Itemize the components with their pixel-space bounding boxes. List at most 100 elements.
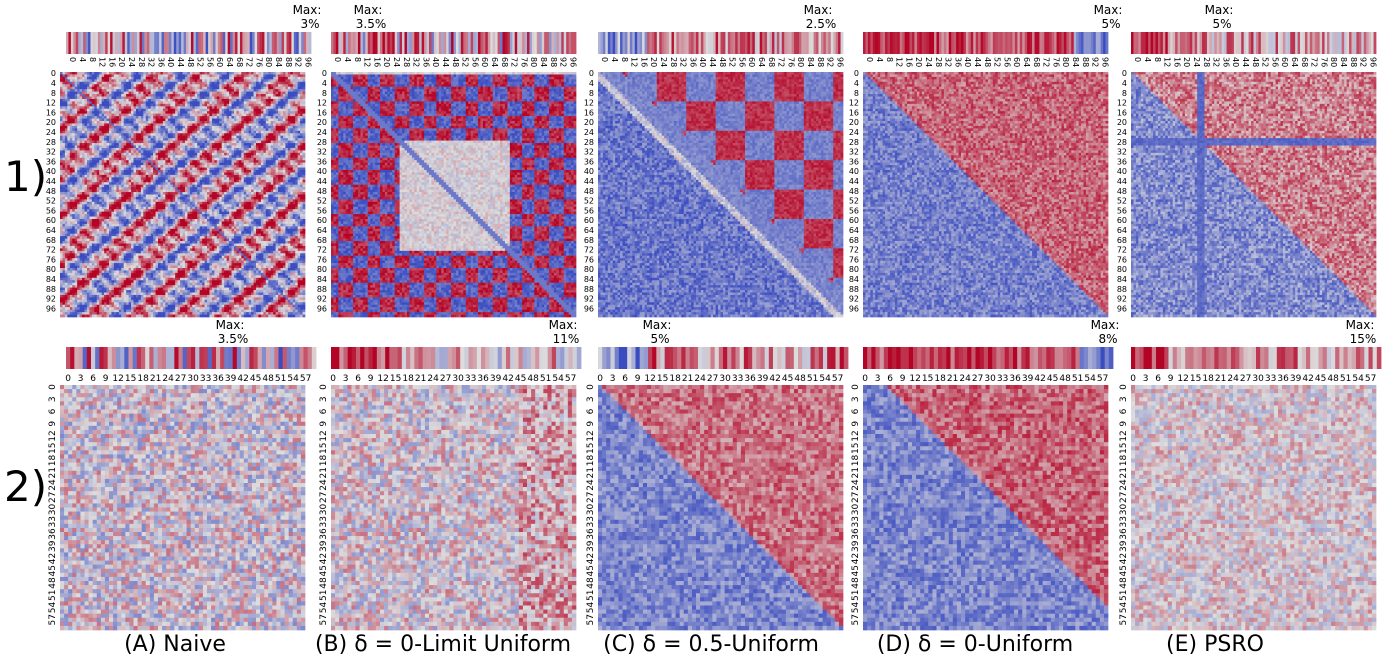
heatmap-cell [224,111,227,114]
heatmap-cell [148,89,151,92]
heatmap-cell [246,92,249,95]
bar-cell [81,32,84,54]
heatmap-cell [219,92,222,95]
heatmap-cell [303,111,306,114]
heatmap-cell [300,104,303,107]
heatmap-cell [209,92,212,95]
heatmap-cell [85,82,88,85]
heatmap-cell [168,111,171,114]
heatmap-cell [227,74,230,77]
heatmap-cell [109,72,112,75]
heatmap-cell [178,74,181,77]
heatmap-cell [285,77,288,80]
heatmap-cell [241,77,244,80]
bar-cell [171,32,174,54]
heatmap-cell [283,82,286,85]
heatmap-cell [153,82,156,85]
heatmap-cell [293,99,296,102]
heatmap-cell [173,101,176,104]
heatmap-cell [163,109,166,112]
heatmap-cell [234,89,237,92]
heatmap-cell [207,72,210,75]
heatmap-cell [77,92,80,95]
heatmap-cell [232,106,235,109]
heatmap-cell [187,82,190,85]
heatmap-cell [153,92,156,95]
heatmap-cell [183,106,186,109]
heatmap-cell [158,97,161,100]
heatmap-cell [295,109,298,112]
heatmap-cell [295,106,298,109]
heatmap-cell [97,82,100,85]
heatmap-cell [285,87,288,90]
heatmap-cell [239,84,242,87]
heatmap-cell [271,99,274,102]
heatmap-cell [288,89,291,92]
heatmap-cell [303,82,306,85]
heatmap-cell [303,84,306,87]
heatmap-cell [163,111,166,114]
heatmap-cell [300,99,303,102]
heatmap-cell [207,106,210,109]
heatmap-cell [111,82,114,85]
heatmap-cell [202,74,205,77]
bar-cell [149,32,152,54]
heatmap-cell [278,82,281,85]
heatmap-cell [278,77,281,80]
bar-cell [164,32,167,54]
heatmap-cell [212,89,215,92]
heatmap-cell [107,72,110,75]
heatmap-cell [200,82,203,85]
heatmap-cell [229,99,232,102]
heatmap-cell [217,82,220,85]
heatmap-cell [129,82,132,85]
heatmap-cell [283,87,286,90]
heatmap-cell [283,94,286,97]
heatmap-cell [285,94,288,97]
bar-cell [208,32,211,54]
heatmap-cell [67,114,70,117]
heatmap-cell [163,84,166,87]
heatmap-cell [107,74,110,77]
heatmap-cell [151,111,154,114]
heatmap-cell [131,79,134,82]
heatmap-cell [261,79,264,82]
heatmap-cell [65,109,68,112]
heatmap-cell [148,101,151,104]
heatmap-cell [266,77,269,80]
heatmap-cell [276,94,279,97]
heatmap-cell [170,109,173,112]
heatmap-cell [276,79,279,82]
heatmap-cell [232,89,235,92]
heatmap-cell [207,111,210,114]
heatmap-cell [283,89,286,92]
heatmap-cell [241,111,244,114]
bar-cell [309,32,312,54]
heatmap-cell [109,82,112,85]
heatmap-cell [134,84,137,87]
heatmap-cell [65,89,68,92]
heatmap-cell [151,114,154,117]
bar-tick-label: 72 [245,57,254,67]
heatmap-cell [180,99,183,102]
heatmap-cell [82,92,85,95]
heatmap-cell [168,92,171,95]
heatmap-cell [99,87,102,90]
heatmap-cell [151,77,154,80]
heatmap-cell [146,92,149,95]
heatmap-cell [271,104,274,107]
heatmap-cell [156,79,159,82]
bar-cell [238,32,241,54]
heatmap-cell [104,82,107,85]
heatmap-cell [126,111,129,114]
heatmap-cell [97,114,100,117]
heatmap-cell [256,106,259,109]
heatmap-cell [87,101,90,104]
heatmap-cell [92,101,95,104]
heatmap-cell [94,106,97,109]
heatmap-cell [195,111,198,114]
heatmap-cell [190,94,193,97]
heatmap-cell [148,74,151,77]
heatmap-cell [214,84,217,87]
heatmap-cell [290,104,293,107]
